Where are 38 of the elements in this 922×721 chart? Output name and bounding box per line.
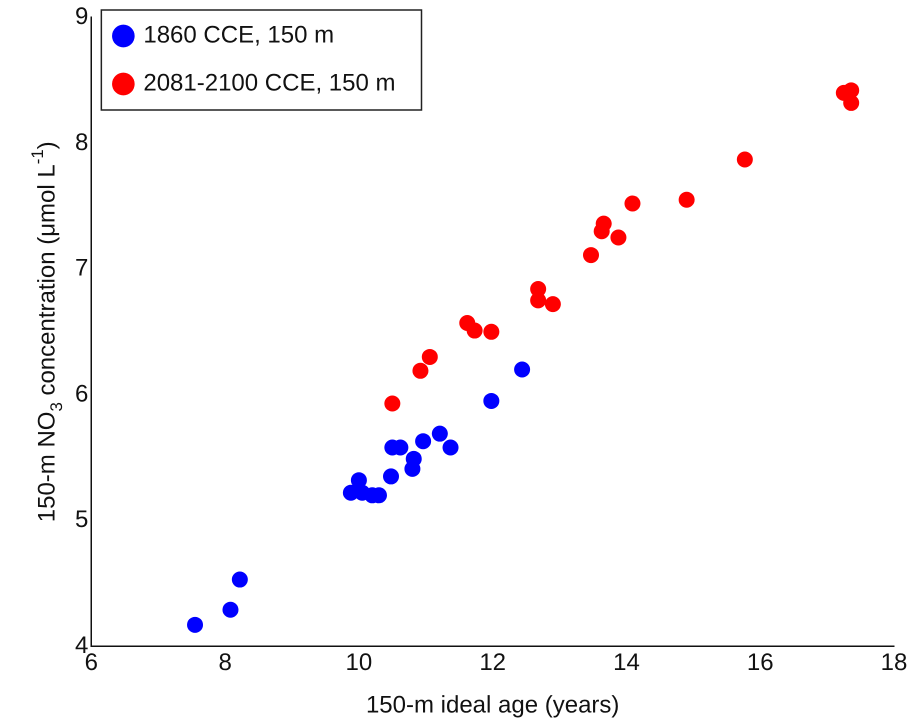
x-tick-label: 10 bbox=[346, 649, 372, 676]
y-tick-label: 6 bbox=[74, 380, 88, 408]
point bbox=[406, 450, 422, 467]
point bbox=[187, 616, 204, 633]
point bbox=[466, 322, 483, 339]
point bbox=[415, 433, 432, 450]
point bbox=[678, 192, 695, 208]
point bbox=[350, 472, 367, 488]
x-tick-label: 14 bbox=[613, 649, 640, 676]
x-tick-label: 18 bbox=[880, 649, 908, 676]
y-tick-label: 9 bbox=[74, 3, 88, 30]
point bbox=[483, 392, 500, 409]
x-tick-label: 8 bbox=[218, 649, 232, 676]
y-tick-label: 7 bbox=[74, 254, 88, 282]
point bbox=[222, 602, 238, 618]
y-tick-label: 8 bbox=[74, 128, 88, 156]
point bbox=[843, 94, 860, 111]
point bbox=[412, 362, 428, 379]
point bbox=[384, 395, 400, 412]
x-tick-label: 16 bbox=[746, 649, 774, 676]
point bbox=[383, 468, 400, 484]
x-tick-label: 12 bbox=[479, 649, 506, 676]
point bbox=[483, 324, 500, 340]
point bbox=[442, 440, 459, 456]
point bbox=[610, 229, 626, 246]
y-axis-title: 150-m NO3 concentration (μmol L-1) bbox=[28, 141, 66, 522]
point bbox=[432, 426, 448, 442]
legend-label: 1860 CCE, 150 m bbox=[143, 22, 334, 49]
legend-label: 2081-2100 CCE, 150 m bbox=[143, 70, 396, 97]
point bbox=[544, 296, 561, 312]
point bbox=[232, 572, 248, 588]
x-axis-title: 150-m ideal age (years) bbox=[366, 692, 620, 719]
point bbox=[624, 196, 640, 212]
point bbox=[422, 348, 438, 365]
point bbox=[583, 247, 599, 264]
point bbox=[736, 152, 753, 168]
point bbox=[514, 362, 530, 378]
y-tick-label: 5 bbox=[74, 506, 88, 534]
